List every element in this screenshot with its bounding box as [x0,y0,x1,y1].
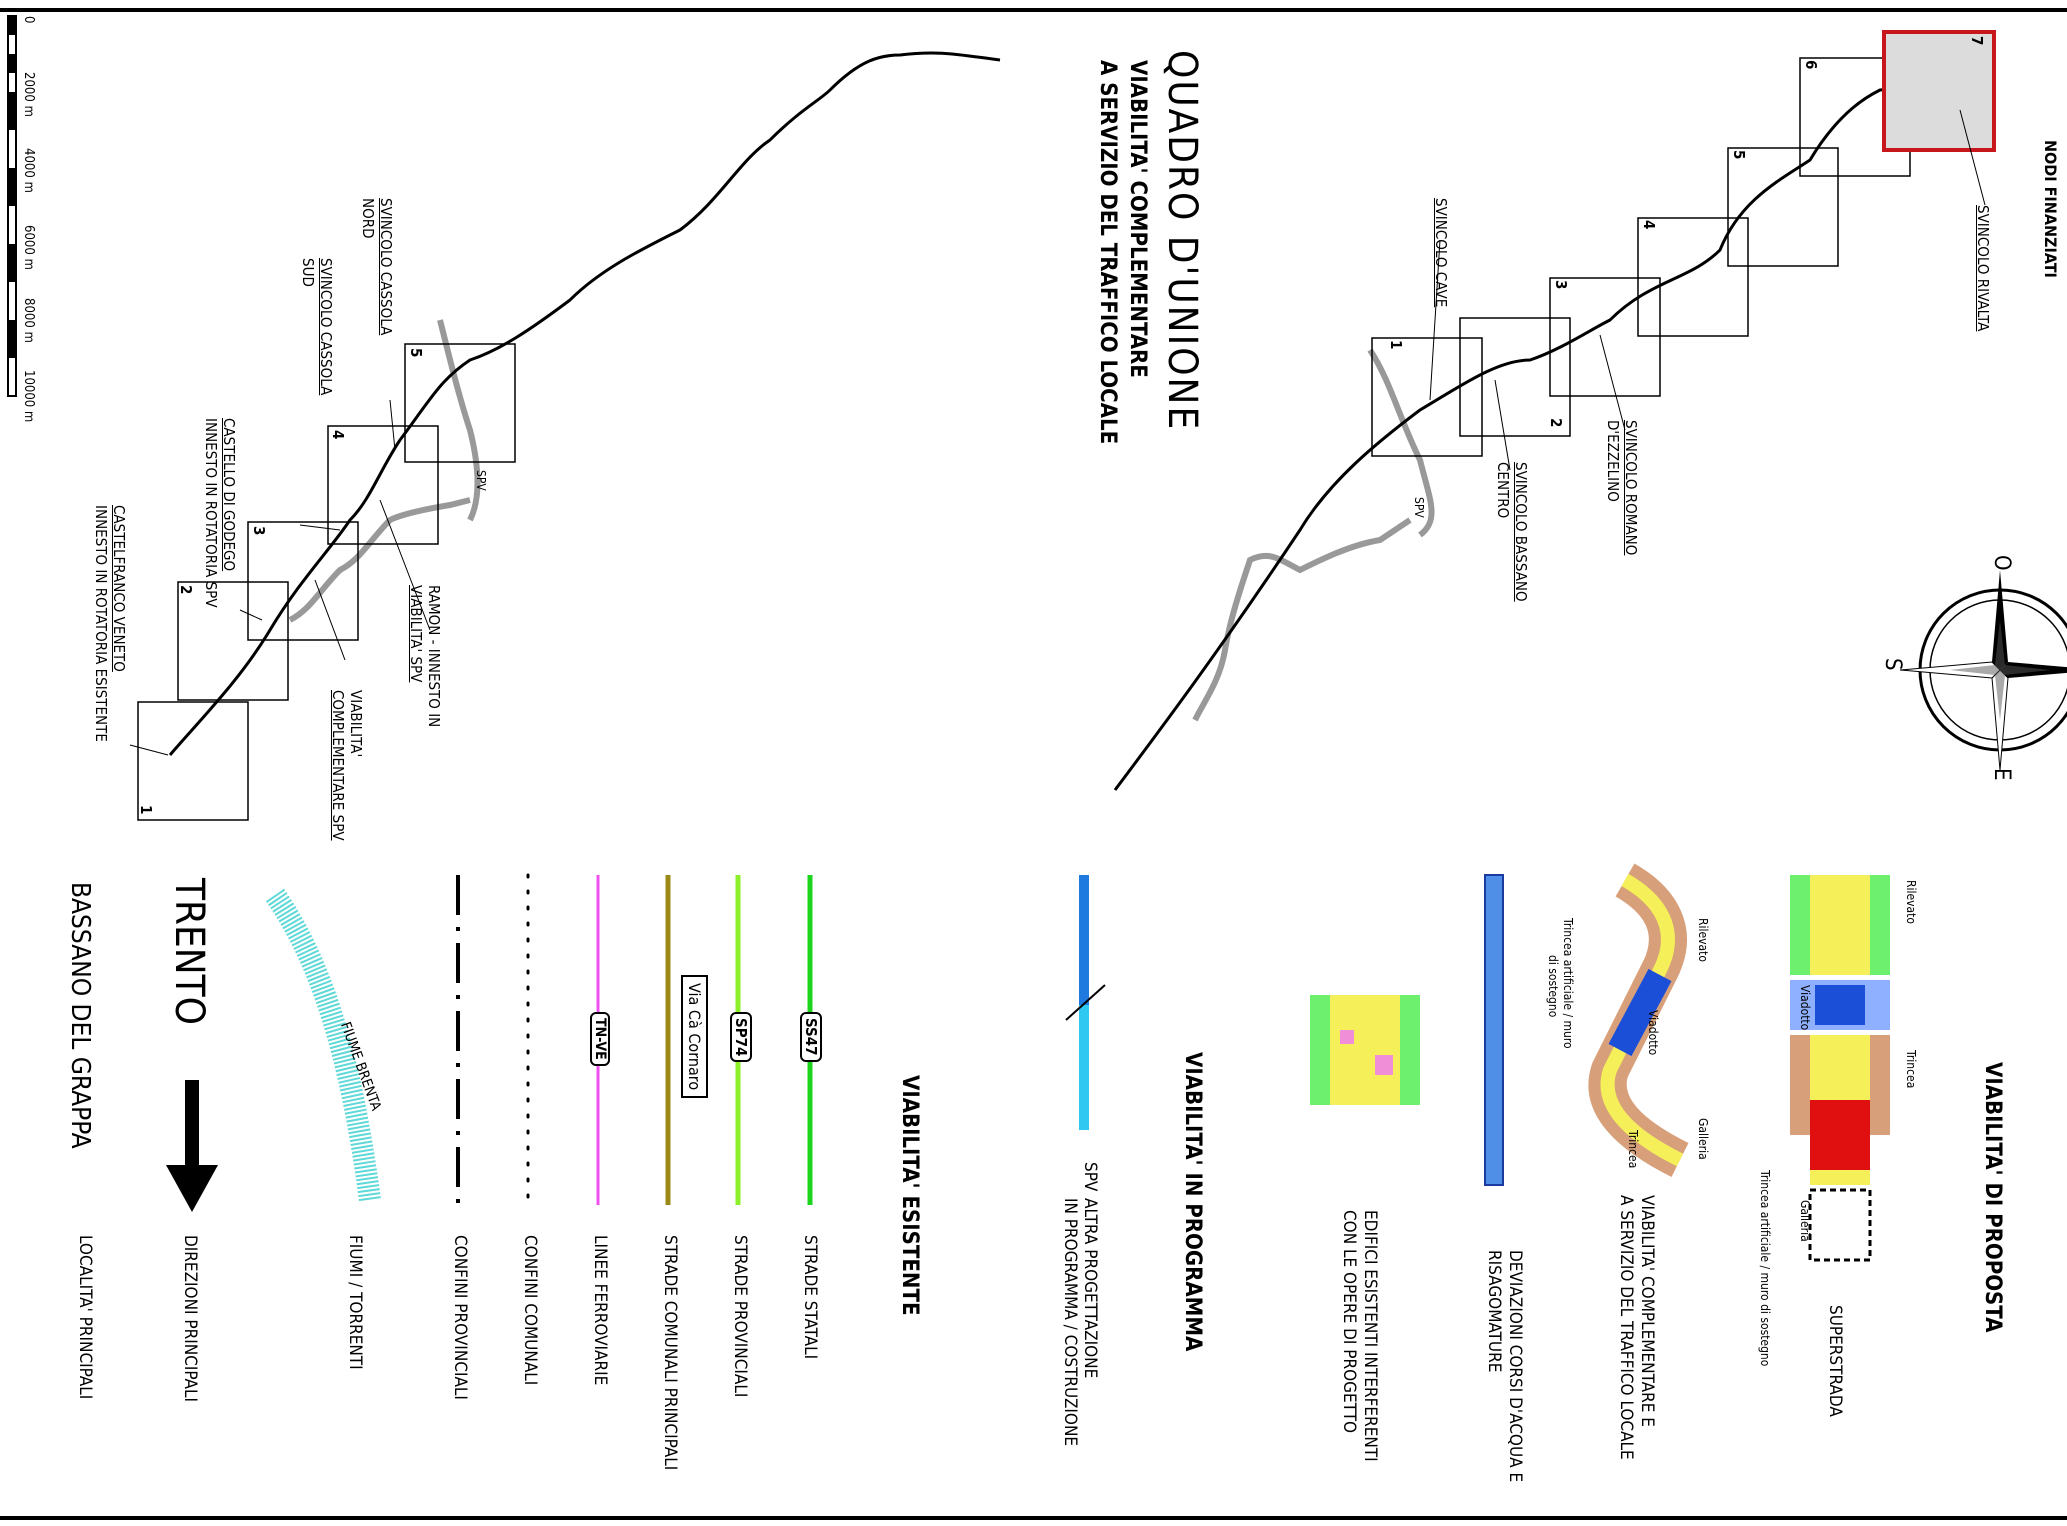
label-ramon-2: VIABILITA' SPV [407,585,425,683]
label-castelfranco-1: CASTELFRANCO VENETO [110,505,128,672]
lower-map [129,51,1001,821]
scale-bar [7,15,17,397]
compass-label-left: S [1880,658,1905,671]
upper-frame-3: 3 [1552,280,1570,290]
legend-spv: SPV [1080,1162,1100,1192]
legend-strade-provinciali: STRADE PROVINCIALI [730,1235,750,1398]
scale-label-2000: 2000 m [21,72,36,117]
upper-frame-5: 5 [1730,150,1748,160]
legend-altra-1: ALTRA PROGETTAZIONE [1080,1198,1100,1379]
legend-trincea-muro: Trincea artificiale / muro di sostegno [1758,1170,1772,1367]
legend-trincea: Trincea [1904,1050,1918,1089]
legend-fiume-sample [265,888,381,1202]
legend-viadotto: Viadotto [1798,985,1812,1031]
legend-confini-comunali: CONFINI COMUNALI [520,1235,540,1386]
legend-confini-provinciali: CONFINI PROVINCIALI [450,1235,470,1400]
label-godego-1: CASTELLO DI GODEGO [220,418,238,572]
legend-direzioni: DIREZIONI PRINCIPALI [180,1235,200,1402]
legend-esistente-heading: VIABILITA' ESISTENTE [897,1075,922,1316]
legend-linee-ferroviarie: LINEE FERROVIARIE [590,1235,610,1386]
legend-c-trincea: Trincea [1626,1130,1640,1169]
legend-tag-ss47: SS47 [800,1012,822,1062]
legend-deviazioni-sample [1484,874,1504,1186]
compass-label-right: E [1989,768,2014,781]
corner-label: NODI FINANZIATI [2041,140,2060,278]
scale-label-8000: 8000 m [21,298,36,343]
legend-superstrada: SUPERSTRADA [1825,1305,1845,1417]
legend-c-rilevato: Rilevato [1696,918,1710,962]
label-svincolo-rivalta: SVINCOLO RIVALTA [1974,205,1992,332]
lower-frame-2: 2 [177,585,195,595]
label-svincolo-bassano-2: CENTRO [1494,462,1512,519]
scale-label-10000: 10000 m [21,370,36,423]
bottom-border [0,1516,2067,1520]
legend-fiumi-torrenti: FIUMI / TORRENTI [345,1235,365,1370]
compass-label-north: O [1989,555,2014,571]
legend-edifici-1: EDIFICI ESISTENTI INTERFERENTI [1360,1210,1380,1462]
upper-frame-4: 4 [1640,220,1658,230]
scale-label-6000: 6000 m [21,225,36,270]
legend-galleria: Galleria [1798,1200,1812,1242]
page-subtitle-1: VIABILITA' COMPLEMENTARE [1125,60,1150,378]
label-castelfranco-2: INNESTO IN ROTATORIA ESISTENTE [92,505,110,742]
legend-c-trincea-muro-2: di sostegno [1546,955,1560,1018]
page-title: QUADRO D'UNIONE [1159,50,1205,432]
legend-complementare-1: VIABILITA' COMPLEMENTARE E [1637,1195,1657,1427]
label-cassola-nord-2: NORD [359,198,377,239]
label-cassola-sud-2: SUD [299,258,317,287]
upper-frame-1: 1 [1387,340,1405,350]
label-cassola-nord-1: SVINCOLO CASSOLA [377,198,395,336]
label-complementare-1: VIABILITA' [347,690,365,758]
legend-c-galleria: Galleria [1696,1118,1710,1160]
legend-complementare-2: A SERVIZIO DEL TRAFFICO LOCALE [1616,1195,1636,1460]
label-svincolo-cave: SVINCOLO CAVE [1432,198,1450,308]
legend-c-viadotto: Viadotto [1646,1010,1660,1056]
lower-frame-1: 1 [137,805,155,815]
lower-frame-3: 3 [250,526,268,536]
page-subtitle-2: A SERVIZIO DEL TRAFFICO LOCALE [1095,60,1120,445]
legend-c-trincea-muro-1: Trincea artificiale / muro [1561,918,1575,1049]
legend-deviazioni-1: DEVIAZIONI CORSI D'ACQUA E [1505,1250,1525,1483]
compass-rose [1899,570,2067,771]
label-complementare-2: COMPLEMENTARE SPV [329,690,347,841]
legend-strade-comunali: STRADE COMUNALI PRINCIPALI [660,1235,680,1471]
legend-proposta-heading: VIABILITA' DI PROPOSTA [1980,1062,2005,1333]
legend-edifici-2: CON LE OPERE DI PROGETTO [1339,1210,1359,1434]
lower-frame-5: 5 [407,348,425,358]
label-spv-upper: SPV [1412,497,1426,518]
legend-altra-2: IN PROGRAMMA / COSTRUZIONE [1060,1198,1080,1447]
legend-superstrada-sample [1790,875,1890,1262]
legend-tag-bassano: BASSANO DEL GRAPPA [65,882,95,1149]
upper-map [1113,30,1996,791]
legend-localita: LOCALITA' PRINCIPALI [75,1235,95,1400]
legend-complementare-sample [1588,863,1689,1177]
label-cassola-sud-1: SVINCOLO CASSOLA [317,258,335,396]
legend-strade-statali: STRADE STATALI [800,1235,820,1360]
legend-rilevato: Rilevato [1904,880,1918,924]
label-svincolo-romano-2: D'EZZELINO [1604,420,1622,502]
label-godego-2: INNESTO IN ROTATORIA SPV [202,418,220,608]
legend-edifici-sample [1310,995,1420,1105]
label-ramon-1: RAMON - INNESTO IN [425,585,443,728]
legend-tag-sp74: SP74 [730,1012,752,1063]
label-svincolo-romano-1: SVINCOLO ROMANO [1622,420,1640,556]
label-svincolo-bassano-1: SVINCOLO BASSANO [1512,462,1530,602]
label-spv-lower: SPV [474,470,488,491]
legend-tag-tnve: TN-VE [590,1012,610,1066]
upper-frame-6: 6 [1802,60,1820,70]
top-border [0,8,2067,12]
lower-frame-4: 4 [329,430,347,440]
legend-spv-line [1065,875,1106,1130]
upper-frame-7: 7 [1968,36,1986,46]
scale-label-4000: 4000 m [21,148,36,193]
legend-programma-heading: VIABILITA' IN PROGRAMMA [1180,1052,1205,1352]
direction-arrow-icon [166,1080,218,1212]
scale-label-0: 0 [21,16,36,24]
upper-frame-2: 2 [1547,418,1565,428]
legend-tag-trento: TRENTO [166,878,212,1025]
legend-deviazioni-2: RISAGOMATURE [1484,1250,1504,1373]
legend-tag-via: Via Cà Cornaro [681,975,708,1099]
